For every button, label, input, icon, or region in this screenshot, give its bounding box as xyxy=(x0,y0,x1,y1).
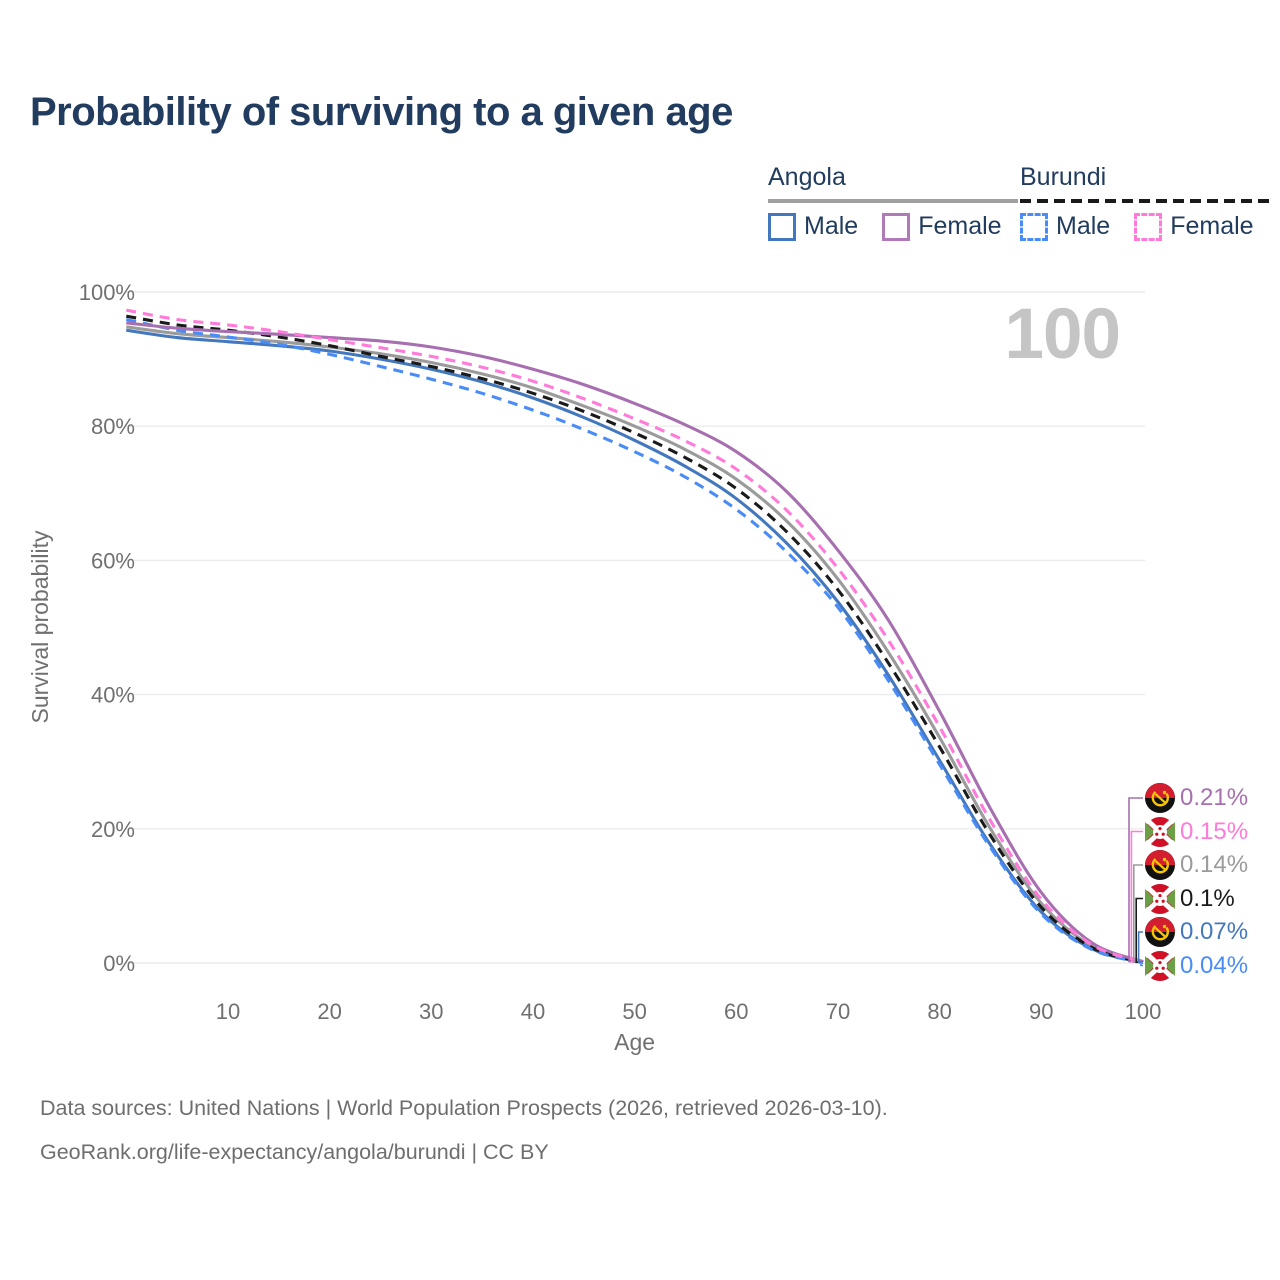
y-tick-label: 40% xyxy=(91,683,135,708)
angola-female-swatch[interactable] xyxy=(882,212,911,241)
end-label-angola-male: 0.07% xyxy=(1145,916,1248,948)
x-axis-title: Age xyxy=(614,1029,655,1055)
angola-flag-icon xyxy=(1145,917,1175,947)
burundi-flag-icon xyxy=(1145,950,1175,981)
y-tick-label: 100% xyxy=(79,280,135,305)
angola-flag-icon xyxy=(1145,783,1175,813)
survival-chart: 0% 20% 40% 60% 80% 100% 10 20 30 40 50 60 70 80 90 100 A… xyxy=(27,280,1248,1055)
line-burundi xyxy=(126,314,1144,964)
y-tick-label: 0% xyxy=(103,951,135,976)
source-line-1: Data sources: United Nations | World Pop… xyxy=(40,1096,888,1120)
y-tick-label: 60% xyxy=(91,548,135,573)
line-angola-female xyxy=(126,321,1144,964)
x-tick-label: 60 xyxy=(724,999,748,1024)
end-label-value: 0.07% xyxy=(1180,918,1249,945)
end-label-burundi: 0.1% xyxy=(1145,883,1235,915)
legend-group-burundi: Burundi Male Female xyxy=(1020,163,1270,241)
end-label-angola: 0.14% xyxy=(1145,849,1248,881)
burundi-female-swatch[interactable] xyxy=(1134,212,1163,241)
end-label-value: 0.1% xyxy=(1180,884,1235,912)
angola-male-swatch[interactable] xyxy=(768,212,796,241)
end-label-value: 0.14% xyxy=(1180,851,1249,878)
survival-chart-svg: 0% 20% 40% 60% 80% 100% 10 20 30 40 50 60 70 80 90 100 A… xyxy=(27,280,1162,1055)
x-tick-label: 100 xyxy=(1125,999,1162,1024)
age-indicator: 100 xyxy=(1004,295,1121,374)
end-label-burundi-male: 0.04% xyxy=(1145,950,1248,982)
page-title: Probability of surviving to a given age xyxy=(30,90,733,134)
legend-group-angola: Angola Male Female xyxy=(768,163,1018,241)
source-line-2: GeoRank.org/life-expectancy/angola/burun… xyxy=(40,1139,549,1164)
angola-female-label[interactable]: Female xyxy=(918,212,1002,240)
x-tick-label: 30 xyxy=(419,999,443,1024)
x-tick-label: 20 xyxy=(317,999,341,1024)
legend-country-burundi: Burundi xyxy=(1020,163,1107,191)
end-label-value: 0.04% xyxy=(1180,951,1249,979)
angola-line-sample xyxy=(768,199,1018,203)
x-tick-label: 70 xyxy=(826,999,850,1024)
end-label-value: 0.21% xyxy=(1180,784,1249,811)
line-angola xyxy=(126,325,1144,964)
x-tick-label: 10 xyxy=(216,999,240,1024)
end-label-connector xyxy=(1140,961,1143,967)
x-tick-label: 40 xyxy=(521,999,545,1024)
angola-male-label[interactable]: Male xyxy=(804,212,859,240)
y-tick-label: 80% xyxy=(91,414,135,439)
burundi-flag-icon xyxy=(1145,816,1175,847)
x-tick-label: 80 xyxy=(927,999,951,1024)
line-burundi-male xyxy=(125,317,1144,965)
line-angola-male xyxy=(126,328,1144,965)
end-label-connector xyxy=(1137,931,1143,964)
angola-flag-icon xyxy=(1145,850,1175,880)
legend-country-angola: Angola xyxy=(768,163,846,191)
burundi-male-swatch[interactable] xyxy=(1020,212,1048,241)
x-tick-label: 50 xyxy=(622,999,646,1024)
y-axis-title: Survival probability xyxy=(27,530,53,724)
end-label-burundi-female: 0.15% xyxy=(1145,816,1248,848)
x-tick-label: 90 xyxy=(1029,999,1053,1024)
burundi-flag-icon xyxy=(1145,883,1175,914)
end-label-angola-female: 0.21% xyxy=(1145,782,1248,814)
burundi-male-label[interactable]: Male xyxy=(1056,212,1111,240)
burundi-line-sample xyxy=(1020,199,1270,203)
source-note: Data sources: United Nations | World Pop… xyxy=(40,1095,888,1183)
end-label-connector xyxy=(1135,897,1143,964)
end-label-value: 0.15% xyxy=(1180,817,1249,845)
burundi-female-label[interactable]: Female xyxy=(1170,212,1254,240)
line-burundi-female xyxy=(126,308,1144,964)
y-tick-label: 20% xyxy=(91,817,135,842)
